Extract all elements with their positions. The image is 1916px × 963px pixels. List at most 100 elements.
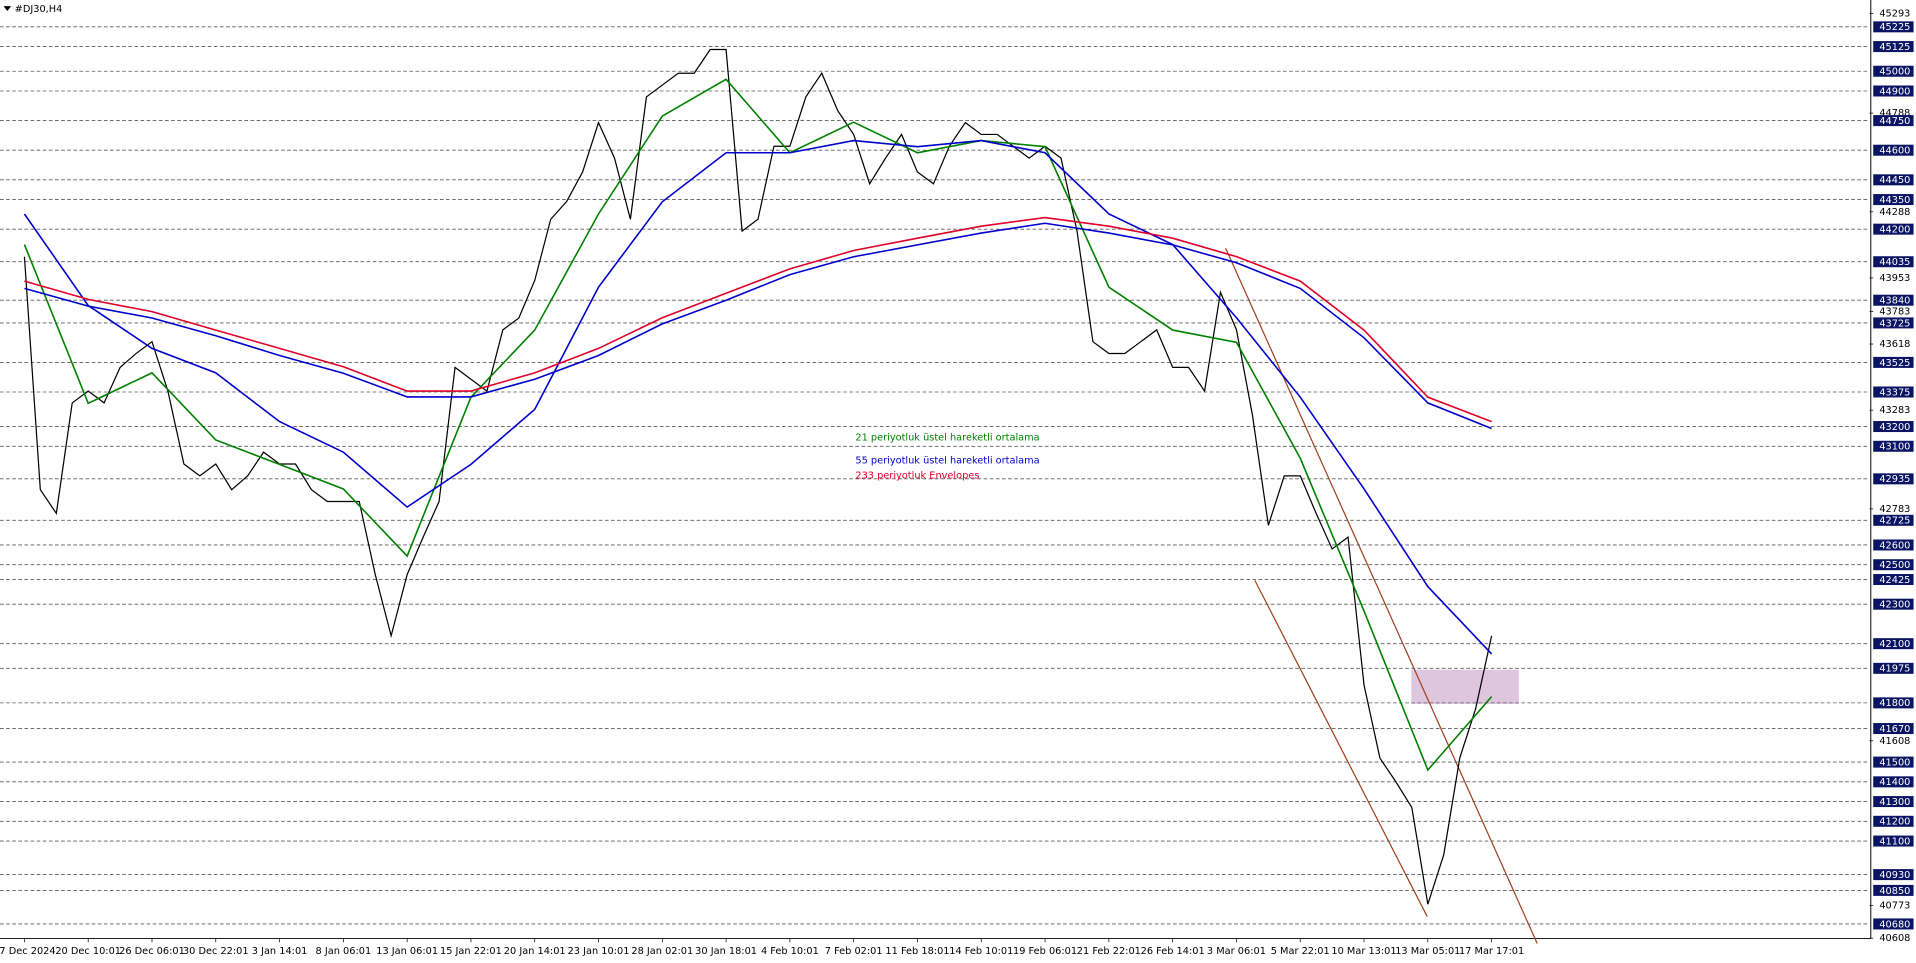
level-label-box: [1873, 85, 1914, 97]
zone-box: [1411, 669, 1519, 704]
level-label-box: [1873, 539, 1914, 551]
x-tick-label: 3 Mar 06:01: [1207, 946, 1266, 957]
level-label-box: [1873, 662, 1914, 674]
level-label: 44600: [1879, 146, 1910, 157]
level-label: 43725: [1879, 318, 1910, 329]
level-label: 41200: [1879, 817, 1910, 828]
level-label: 43100: [1879, 442, 1910, 453]
level-label: 43525: [1879, 358, 1910, 369]
level-label: 42600: [1879, 540, 1910, 551]
level-label-box: [1873, 115, 1914, 127]
x-tick-label: 17 Dec 2024: [0, 946, 56, 957]
level-label: 45000: [1879, 67, 1910, 78]
x-tick-label: 20 Jan 14:01: [504, 946, 566, 957]
level-label-box: [1873, 41, 1914, 53]
x-tick-label: 23 Jan 10:01: [568, 946, 630, 957]
x-tick-label: 13 Mar 05:01: [1395, 946, 1460, 957]
y-tick-label: 41608: [1879, 736, 1910, 747]
x-tick-label: 30 Dec 22:01: [183, 946, 249, 957]
x-tick-label: 8 Jan 06:01: [316, 946, 372, 957]
y-tick-label: 44788: [1879, 108, 1910, 119]
y-tick-label: 40773: [1879, 901, 1910, 912]
level-label-box: [1873, 723, 1914, 735]
chart-title: #DJ30,H4: [15, 4, 63, 15]
level-label: 41100: [1879, 836, 1910, 847]
channel-upper: [1225, 247, 1538, 944]
level-label-box: [1873, 294, 1914, 306]
price-line: [23, 48, 1493, 905]
level-label-box: [1873, 21, 1914, 33]
level-label-box: [1873, 835, 1914, 847]
y-tick-label: 44288: [1879, 207, 1910, 218]
level-label: 44450: [1879, 175, 1910, 186]
level-label: 42100: [1879, 639, 1910, 650]
legend-entry: 21 periyotluk üstel hareketli ortalama: [855, 433, 1039, 444]
x-tick-label: 26 Feb 14:01: [1141, 946, 1205, 957]
level-label-box: [1873, 776, 1914, 788]
level-label: 45125: [1879, 42, 1910, 53]
level-label: 41670: [1879, 724, 1910, 735]
x-tick-label: 30 Jan 18:01: [695, 946, 757, 957]
legend-entry: 233 periyotluk Envelopes: [855, 470, 979, 481]
level-label: 43840: [1879, 296, 1910, 307]
level-label: 43375: [1879, 387, 1910, 398]
level-label: 44035: [1879, 257, 1910, 268]
level-label-box: [1873, 869, 1914, 881]
level-label: 44750: [1879, 116, 1910, 127]
indicator-line: [23, 78, 1493, 772]
level-label: 42425: [1879, 575, 1910, 586]
x-tick-label: 21 Feb 22:01: [1077, 946, 1141, 957]
level-label-box: [1873, 559, 1914, 571]
x-tick-label: 10 Mar 13:01: [1331, 946, 1396, 957]
level-label-box: [1873, 356, 1914, 368]
level-label: 44900: [1879, 86, 1910, 97]
level-label-box: [1873, 421, 1914, 433]
level-label-box: [1873, 174, 1914, 186]
level-label-box: [1873, 756, 1914, 768]
menu-arrow[interactable]: [3, 6, 11, 11]
x-tick-label: 3 Jan 14:01: [252, 946, 308, 957]
level-label-box: [1873, 638, 1914, 650]
level-label-box: [1873, 815, 1914, 827]
level-label: 40850: [1879, 886, 1910, 897]
level-label: 45225: [1879, 22, 1910, 33]
x-tick-label: 11 Feb 18:01: [885, 946, 949, 957]
x-tick-label: 13 Jan 06:01: [376, 946, 438, 957]
x-tick-label: 7 Feb 02:01: [825, 946, 883, 957]
x-tick-label: 20 Dec 10:01: [55, 946, 121, 957]
x-tick-label: 26 Dec 06:01: [119, 946, 185, 957]
level-label: 44350: [1879, 195, 1910, 206]
y-tick-label: 43618: [1879, 339, 1910, 350]
x-tick-label: 4 Feb 10:01: [761, 946, 819, 957]
level-label-box: [1873, 256, 1914, 268]
level-label: 43200: [1879, 422, 1910, 433]
legend-entry: 55 periyotluk üstel hareketli ortalama: [855, 456, 1039, 467]
level-label-box: [1873, 386, 1914, 398]
level-label-box: [1873, 598, 1914, 610]
level-label: 40930: [1879, 870, 1910, 881]
indicator-line: [24, 216, 1492, 423]
level-label-box: [1873, 473, 1914, 485]
level-label: 41800: [1879, 698, 1910, 709]
y-tick-label: 42783: [1879, 504, 1910, 515]
level-label-box: [1873, 65, 1914, 77]
level-label: 42935: [1879, 474, 1910, 485]
x-tick-label: 14 Feb 10:01: [949, 946, 1013, 957]
x-tick-label: 15 Jan 22:01: [440, 946, 502, 957]
level-label: 42725: [1879, 516, 1910, 527]
level-label: 40680: [1879, 919, 1910, 930]
y-tick-label: 43283: [1879, 405, 1910, 416]
level-label-box: [1873, 574, 1914, 586]
level-label: 41400: [1879, 777, 1910, 788]
x-tick-label: 19 Feb 06:01: [1013, 946, 1077, 957]
x-tick-label: 5 Mar 22:01: [1271, 946, 1330, 957]
level-label-box: [1873, 697, 1914, 709]
level-label-box: [1873, 884, 1914, 896]
level-label-box: [1873, 317, 1914, 329]
level-label: 41300: [1879, 797, 1910, 808]
level-label: 42300: [1879, 600, 1910, 611]
channel-lower: [1254, 580, 1428, 917]
level-label: 41975: [1879, 664, 1910, 675]
